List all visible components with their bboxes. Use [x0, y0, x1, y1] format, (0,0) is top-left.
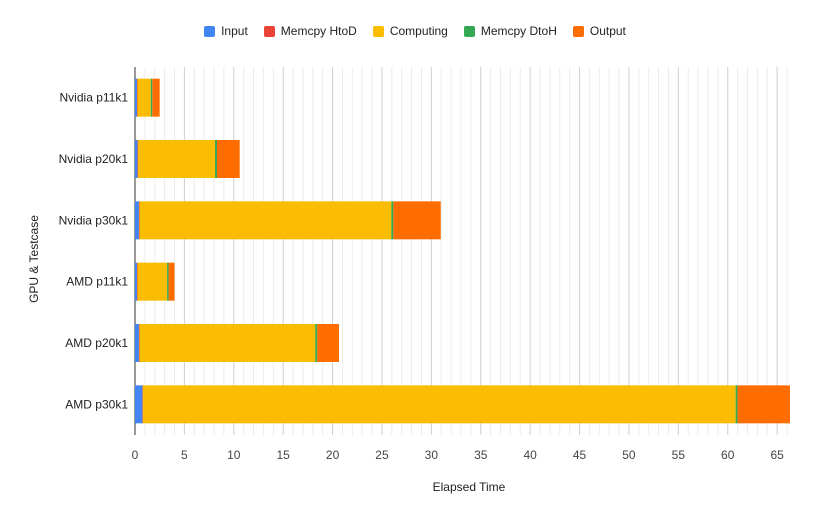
x-tick-label: 65 — [770, 448, 784, 462]
y-axis-title: GPU & Testcase — [27, 215, 41, 303]
bars — [135, 78, 790, 424]
legend: Input Memcpy HtoD Computing Memcpy DtoH Outp… — [0, 24, 830, 38]
bar-segment-input — [135, 262, 137, 301]
x-axis-ticks: 0 5 10 15 20 25 30 35 40 45 50 55 60 65 — [132, 448, 784, 462]
legend-swatch — [372, 25, 384, 37]
x-axis-title: Elapsed Time — [433, 480, 506, 494]
x-tick-label: 10 — [227, 448, 241, 462]
legend-item: Output — [572, 24, 626, 38]
legend-swatch — [263, 25, 275, 37]
x-tick-label: 20 — [326, 448, 340, 462]
bar-segment-input — [135, 78, 137, 117]
x-tick-label: 30 — [425, 448, 439, 462]
x-tick-label: 5 — [181, 448, 188, 462]
bar-segment-computing — [137, 262, 168, 301]
bar-segment-memcpy-dtoh — [150, 78, 153, 117]
legend-item: Memcpy HtoD — [263, 24, 357, 38]
bar-segment-computing — [139, 201, 392, 240]
legend-item: Memcpy DtoH — [463, 24, 557, 38]
legend-label: Computing — [389, 24, 448, 38]
bar-segment-computing — [139, 324, 316, 362]
bar-segment-output — [168, 262, 175, 301]
bar-segment-output — [216, 140, 240, 178]
bar-segment-input — [135, 201, 139, 240]
x-tick-label: 0 — [132, 448, 139, 462]
x-tick-label: 60 — [721, 448, 735, 462]
bar-segment-memcpy-dtoh — [735, 385, 738, 424]
x-tick-label: 35 — [474, 448, 488, 462]
category-label: Nvidia p11k1 — [60, 91, 129, 105]
bar-segment-input — [135, 324, 139, 362]
legend-label: Memcpy HtoD — [280, 24, 357, 38]
legend-item: Input — [204, 24, 248, 38]
legend-label: Output — [589, 24, 626, 38]
x-tick-label: 50 — [622, 448, 636, 462]
legend-label: Memcpy DtoH — [480, 24, 557, 38]
bar-segment-output — [152, 78, 160, 117]
category-label: AMD p20k1 — [65, 336, 128, 350]
bar-segment-memcpy-dtoh — [391, 201, 394, 240]
x-tick-label: 25 — [375, 448, 389, 462]
bar-segment-input — [135, 385, 143, 424]
category-label: Nvidia p20k1 — [59, 152, 129, 166]
y-axis-categories: Nvidia p11k1 Nvidia p20k1 Nvidia p30k1 AMD … — [59, 91, 129, 412]
bar-segment-output — [317, 324, 339, 362]
x-tick-label: 45 — [573, 448, 587, 462]
legend-item: Computing — [372, 24, 448, 38]
x-tick-label: 15 — [277, 448, 291, 462]
bar-segment-output — [393, 201, 441, 240]
legend-swatch — [463, 25, 475, 37]
bar-segment-computing — [137, 78, 151, 117]
category-label: AMD p30k1 — [65, 397, 128, 411]
legend-swatch — [204, 25, 216, 37]
category-label: Nvidia p30k1 — [59, 213, 129, 227]
grid — [134, 67, 788, 435]
bar-segment-memcpy-dtoh — [215, 140, 217, 178]
bar-segment-memcpy-dtoh — [167, 262, 169, 301]
x-tick-label: 40 — [523, 448, 537, 462]
x-tick-label: 55 — [672, 448, 686, 462]
bar-segment-input — [135, 140, 138, 178]
bar-segment-output — [737, 385, 790, 424]
legend-swatch — [572, 25, 584, 37]
bar-segment-memcpy-dtoh — [315, 324, 318, 362]
bar-segment-computing — [137, 140, 216, 178]
category-label: AMD p11k1 — [66, 275, 128, 289]
bar-segment-computing — [142, 385, 736, 424]
legend-label: Input — [221, 24, 248, 38]
